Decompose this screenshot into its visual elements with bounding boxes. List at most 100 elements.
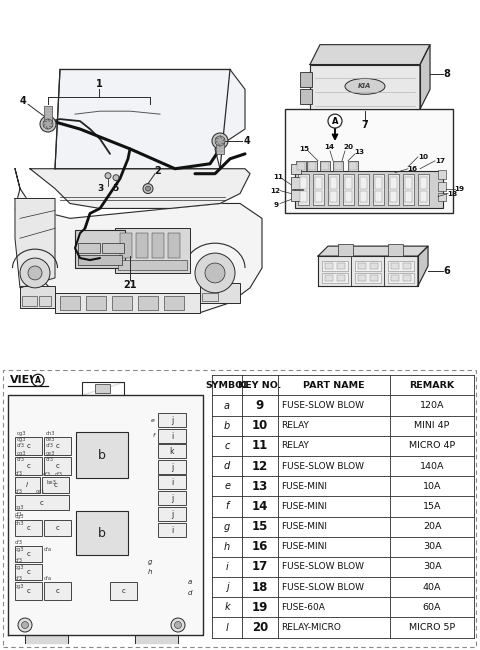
Bar — [391, 263, 399, 269]
Text: 11: 11 — [273, 174, 283, 179]
Text: 15A: 15A — [423, 502, 441, 511]
Bar — [76, 432, 128, 478]
Text: j: j — [171, 463, 173, 472]
Text: f: f — [153, 433, 155, 437]
Bar — [322, 273, 348, 283]
Bar — [403, 263, 411, 269]
Text: cfa: cfa — [44, 576, 52, 581]
Text: j: j — [171, 510, 173, 519]
Text: cf3: cf3 — [43, 472, 51, 477]
Bar — [95, 384, 110, 393]
Bar — [55, 292, 200, 313]
Text: 120A: 120A — [420, 401, 444, 410]
Text: 15: 15 — [252, 520, 268, 533]
Text: ch3: ch3 — [15, 521, 24, 526]
Bar — [360, 177, 367, 188]
Bar — [78, 255, 122, 265]
Bar — [405, 177, 412, 188]
Text: cf3: cf3 — [15, 489, 23, 494]
Text: 20: 20 — [343, 144, 353, 150]
Text: 16: 16 — [407, 166, 417, 172]
Polygon shape — [30, 169, 250, 209]
Text: i: i — [171, 432, 173, 441]
Bar — [44, 582, 71, 600]
Bar — [420, 190, 427, 203]
Text: 5: 5 — [112, 184, 118, 193]
Text: cf3: cf3 — [15, 471, 23, 476]
Bar — [320, 161, 330, 171]
Text: a: a — [188, 579, 192, 585]
Bar — [345, 190, 352, 203]
Text: 140A: 140A — [420, 462, 444, 471]
Polygon shape — [15, 169, 262, 313]
Bar — [325, 275, 333, 281]
Text: e: e — [151, 418, 155, 422]
Text: c: c — [26, 463, 30, 469]
Text: i: i — [171, 526, 173, 534]
Bar — [315, 190, 322, 203]
Bar — [307, 161, 317, 171]
Text: c: c — [26, 551, 30, 557]
Text: 14: 14 — [252, 500, 268, 513]
Text: c: c — [26, 525, 30, 531]
Bar — [285, 109, 453, 213]
Polygon shape — [418, 246, 428, 286]
Bar — [44, 457, 71, 475]
Text: b: b — [98, 526, 106, 539]
Text: cf3: cf3 — [15, 540, 23, 545]
Bar — [403, 275, 411, 281]
Bar — [158, 523, 186, 537]
Bar — [44, 437, 71, 455]
Bar — [158, 507, 186, 521]
Text: c: c — [56, 588, 60, 594]
Text: VIEW: VIEW — [10, 375, 43, 385]
Text: KIA: KIA — [358, 83, 372, 89]
Bar — [15, 520, 42, 536]
Text: cf3: cf3 — [46, 443, 54, 448]
Text: 11: 11 — [252, 439, 268, 452]
Bar — [355, 261, 381, 271]
Bar — [391, 275, 399, 281]
Text: 9: 9 — [256, 399, 264, 412]
Bar — [325, 263, 333, 269]
Bar — [60, 296, 80, 309]
Bar — [358, 275, 366, 281]
Text: cg3: cg3 — [15, 514, 24, 519]
Polygon shape — [25, 635, 68, 643]
Bar — [322, 261, 348, 271]
Text: cf3: cf3 — [55, 472, 63, 477]
Bar — [138, 296, 158, 309]
Bar — [360, 190, 367, 203]
Text: 3: 3 — [98, 184, 104, 193]
Bar — [390, 190, 397, 203]
Text: c: c — [26, 569, 30, 575]
Bar — [15, 495, 69, 510]
Text: c: c — [54, 482, 58, 488]
Text: 4: 4 — [20, 96, 26, 106]
Text: 6: 6 — [444, 266, 450, 276]
Text: 8: 8 — [444, 70, 450, 79]
Text: g: g — [224, 521, 230, 532]
Bar — [152, 233, 164, 258]
Text: 1: 1 — [96, 79, 102, 89]
Bar — [300, 190, 307, 203]
Bar — [355, 273, 381, 283]
Bar — [348, 161, 358, 171]
Bar — [300, 177, 307, 188]
Text: ce3: ce3 — [46, 437, 55, 442]
Bar — [44, 106, 52, 124]
Bar — [438, 170, 446, 179]
Circle shape — [113, 175, 119, 181]
Bar — [405, 190, 412, 203]
Bar — [115, 228, 190, 273]
Bar — [75, 230, 125, 268]
Text: PART NAME: PART NAME — [303, 381, 365, 390]
Bar — [300, 89, 312, 104]
Polygon shape — [318, 246, 428, 256]
Text: j: j — [171, 416, 173, 424]
Text: 40A: 40A — [423, 582, 441, 592]
Text: RELAY: RELAY — [281, 421, 310, 430]
Bar — [15, 546, 42, 562]
Bar — [44, 520, 71, 536]
Text: 60A: 60A — [423, 603, 441, 612]
